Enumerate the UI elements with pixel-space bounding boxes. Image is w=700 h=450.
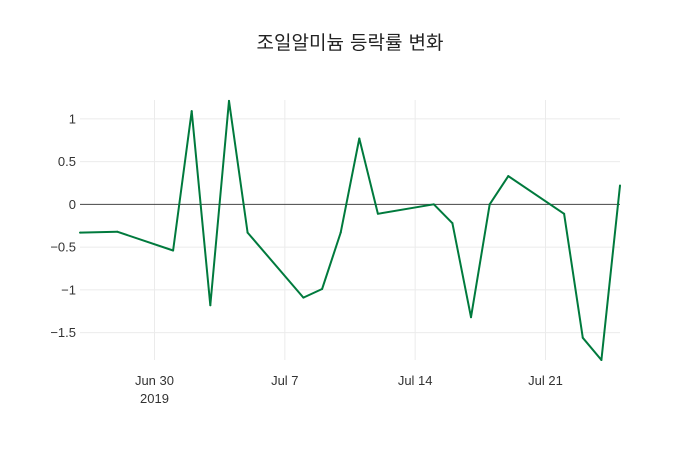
data-point bbox=[507, 175, 510, 178]
x-tick-label: Jul 14 bbox=[398, 373, 433, 388]
data-point bbox=[358, 137, 361, 140]
data-point bbox=[470, 316, 473, 319]
x-tick-label: Jun 30 bbox=[135, 373, 174, 388]
y-tick-label: −1 bbox=[61, 282, 76, 297]
chart-title: 조일알미늄 등락률 변화 bbox=[257, 32, 444, 54]
x-tick-label: Jul 7 bbox=[271, 373, 298, 388]
x-axis-ticks: Jun 30 2019 Jul 7 Jul 14 Jul 21 bbox=[135, 373, 563, 406]
data-point bbox=[581, 336, 584, 339]
data-point bbox=[172, 249, 175, 252]
data-point bbox=[116, 230, 119, 233]
data-point bbox=[302, 296, 305, 299]
data-point bbox=[563, 212, 566, 215]
series-layer bbox=[79, 99, 621, 361]
data-point bbox=[451, 222, 454, 225]
data-point bbox=[488, 203, 491, 206]
data-point bbox=[376, 212, 379, 215]
y-tick-label: 0 bbox=[69, 197, 76, 212]
y-tick-label: −0.5 bbox=[50, 240, 76, 255]
data-point bbox=[600, 359, 603, 361]
y-tick-label: 0.5 bbox=[58, 154, 76, 169]
data-point bbox=[246, 231, 249, 234]
data-point bbox=[227, 99, 230, 102]
grid-lines bbox=[80, 100, 620, 360]
data-point bbox=[79, 231, 81, 234]
y-tick-label: −1.5 bbox=[50, 325, 76, 340]
data-point bbox=[432, 203, 435, 206]
data-point bbox=[619, 184, 621, 187]
data-point bbox=[190, 110, 193, 113]
y-axis-ticks: 1 0.5 0 −0.5 −1 −1.5 bbox=[50, 111, 76, 340]
y-tick-label: 1 bbox=[69, 111, 76, 126]
data-point bbox=[321, 288, 324, 291]
data-point bbox=[209, 304, 212, 307]
data-point bbox=[339, 231, 342, 234]
x-tick-label: Jul 21 bbox=[528, 373, 563, 388]
series-line bbox=[79, 99, 621, 361]
x-tick-sublabel: 2019 bbox=[140, 391, 169, 406]
